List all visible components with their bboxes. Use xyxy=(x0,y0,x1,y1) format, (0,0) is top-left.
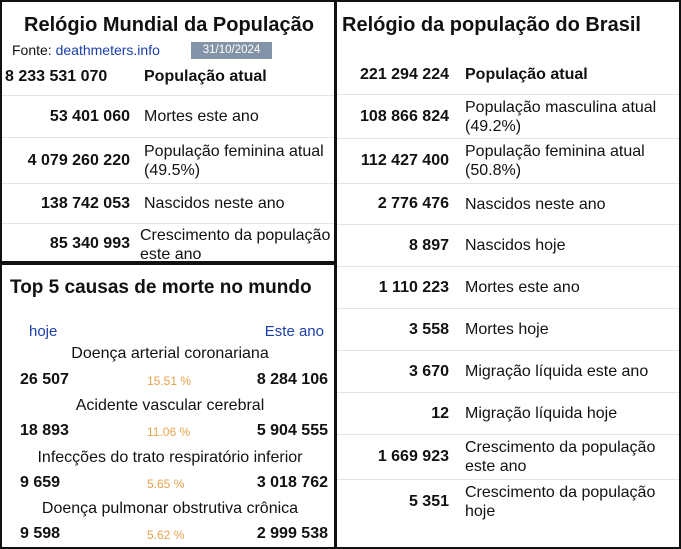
row-label: População feminina atual (49.5%) xyxy=(144,142,324,179)
date-badge: 31/10/2024 xyxy=(191,42,272,59)
row-value: 1 669 923 xyxy=(377,448,449,465)
cause-year-count: 5 904 555 xyxy=(256,422,328,439)
world-row-female: 4 079 260 220 População feminina atual (… xyxy=(2,138,334,184)
cause-year-count: 8 284 106 xyxy=(256,371,328,388)
world-row-births-year: 138 742 053 Nascidos neste ano xyxy=(2,184,334,224)
cause-year-count: 3 018 762 xyxy=(256,474,328,491)
brazil-population-panel: Relógio da população do Brasil 221 294 2… xyxy=(335,0,681,549)
row-value: 12 xyxy=(431,404,449,422)
brazil-row-births-today: 8 897 Nascidos hoje xyxy=(337,225,679,267)
row-value: 8 897 xyxy=(408,236,449,254)
brazil-row-female: 112 427 400 População feminina atual (50… xyxy=(337,139,679,184)
cause-today-count: 18 893 xyxy=(20,422,69,439)
top-causes-panel: Top 5 causas de morte no mundo hoje Este… xyxy=(0,262,336,549)
today-column-header: hoje xyxy=(29,323,58,340)
row-value: 8 233 531 070 xyxy=(5,67,108,85)
cause-today-count: 9 659 xyxy=(20,474,61,491)
cause-percent: 5.65 % xyxy=(147,477,185,491)
brazil-row-migration-year: 3 670 Migração líquida este ano xyxy=(337,351,679,393)
cause-name: Doença arterial coronariana xyxy=(71,345,269,362)
cause-percent: 11.06 % xyxy=(147,425,191,439)
row-label: Crescimento da população este ano xyxy=(140,227,331,263)
source-link[interactable]: deathmeters.info xyxy=(55,42,160,58)
row-value: 4 079 260 220 xyxy=(27,151,130,169)
brazil-row-population: 221 294 224 População atual xyxy=(337,55,679,95)
world-panel-title: Relógio Mundial da População xyxy=(24,14,315,36)
cause-name: Doença pulmonar obstrutiva crônica xyxy=(41,500,299,517)
row-label: Nascidos neste ano xyxy=(144,195,285,212)
row-value: 1 110 223 xyxy=(378,278,449,296)
row-label: População atual xyxy=(144,68,267,85)
row-label: Nascidos hoje xyxy=(465,237,566,254)
brazil-row-deaths-today: 3 558 Mortes hoje xyxy=(337,309,679,351)
row-label: Crescimento da população hoje xyxy=(465,483,656,520)
brazil-row-growth-year: 1 669 923 Crescimento da população este … xyxy=(337,435,679,480)
row-label: Nascidos neste ano xyxy=(465,195,606,213)
row-value: 85 340 993 xyxy=(49,235,130,252)
source-label: Fonte: xyxy=(12,42,52,58)
world-population-panel: Relógio Mundial da População Fonte: deat… xyxy=(0,0,336,263)
row-label: População atual xyxy=(465,66,588,83)
row-value: 2 776 476 xyxy=(377,195,449,212)
row-value: 108 866 824 xyxy=(360,107,449,125)
cause-name: Infecções do trato respiratório inferior xyxy=(37,449,303,466)
cause-name: Acidente vascular cerebral xyxy=(75,397,265,414)
brazil-row-births-year: 2 776 476 Nascidos neste ano xyxy=(337,184,679,225)
row-value: 5 351 xyxy=(408,492,449,510)
row-label: População masculina atual (49.2%) xyxy=(465,98,657,135)
row-label: Migração líquida este ano xyxy=(465,363,649,380)
brazil-row-migration-today: 12 Migração líquida hoje xyxy=(337,393,679,435)
causes-panel-title: Top 5 causas de morte no mundo xyxy=(10,277,312,298)
world-row-population: 8 233 531 070 População atual xyxy=(2,58,334,96)
world-row-deaths-year: 53 401 060 Mortes este ano xyxy=(2,96,334,138)
row-label: Mortes hoje xyxy=(465,321,549,338)
row-value: 3 670 xyxy=(408,362,449,380)
row-value: 53 401 060 xyxy=(49,107,130,125)
row-value: 221 294 224 xyxy=(360,65,449,83)
row-value: 138 742 053 xyxy=(41,194,130,212)
cause-today-count: 26 507 xyxy=(20,371,69,388)
row-value: 3 558 xyxy=(408,320,449,338)
brazil-panel-title: Relógio da população do Brasil xyxy=(342,14,641,36)
world-row-growth-year: 85 340 993 Crescimento da população este… xyxy=(2,224,334,263)
brazil-row-growth-today: 5 351 Crescimento da população hoje xyxy=(337,480,679,523)
row-label: Mortes este ano xyxy=(144,108,259,125)
row-value: 112 427 400 xyxy=(360,152,449,169)
row-label: Migração líquida hoje xyxy=(465,405,618,422)
row-label: População feminina atual (50.8%) xyxy=(465,143,645,179)
cause-year-count: 2 999 538 xyxy=(256,525,328,542)
brazil-row-male: 108 866 824 População masculina atual (4… xyxy=(337,95,679,139)
row-label: Mortes este ano xyxy=(465,279,580,296)
year-column-header: Este ano xyxy=(264,323,324,340)
source-line: Fonte: deathmeters.info xyxy=(12,42,160,58)
brazil-row-deaths-year: 1 110 223 Mortes este ano xyxy=(337,267,679,309)
cause-percent: 5.62 % xyxy=(147,528,185,542)
cause-today-count: 9 598 xyxy=(20,525,61,542)
row-label: Crescimento da população este ano xyxy=(465,439,656,475)
cause-percent: 15.51 % xyxy=(147,374,192,388)
